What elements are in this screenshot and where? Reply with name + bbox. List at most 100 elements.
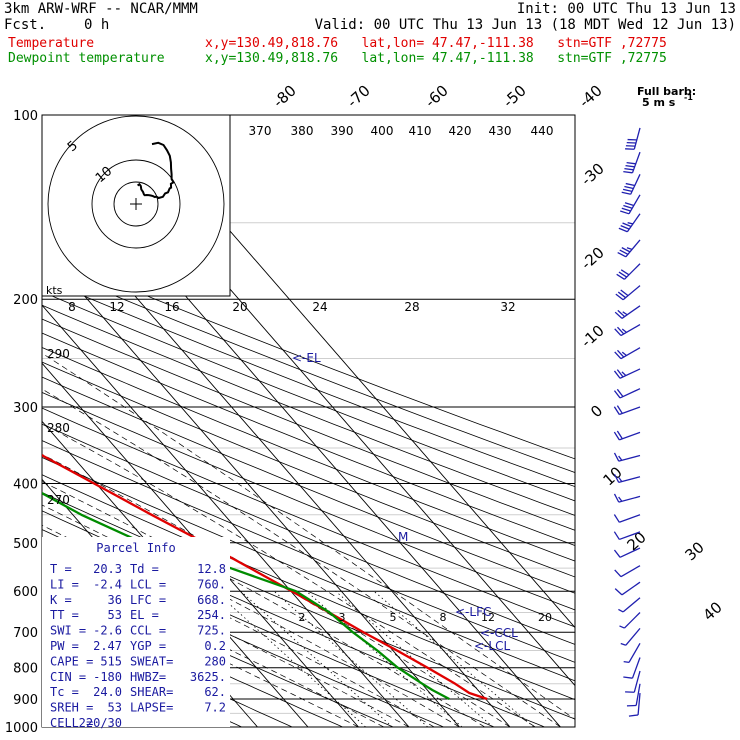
- parcel-param-value: 280: [204, 654, 226, 668]
- temperature-line: [42, 454, 488, 701]
- parcel-param-name: SWEAT=: [130, 654, 173, 668]
- pressure-tick-label: 500: [13, 537, 38, 552]
- parcel-param-name: LI =: [50, 577, 79, 591]
- isotherm-line: [42, 362, 359, 727]
- dry-adiabat: [42, 474, 575, 701]
- theta-e-label: 410: [409, 124, 432, 138]
- parcel-param-name: LAPSE=: [130, 701, 173, 715]
- wind-barb: [616, 263, 641, 280]
- mixing-ratio-line: [273, 590, 429, 727]
- dry-adiabat: [42, 568, 394, 727]
- isotherm-label: -50: [500, 81, 530, 111]
- speed-scale-label: 28: [404, 300, 419, 314]
- parcel-param-name: LFC =: [130, 593, 166, 607]
- level-annotation: M: [398, 530, 408, 544]
- dry-adiabat: [42, 391, 575, 611]
- pressure-tick-label: 400: [13, 477, 38, 492]
- parcel-param-name: SWI =: [50, 624, 86, 638]
- wind-barb: [613, 493, 641, 503]
- wind-barb: [613, 514, 641, 523]
- speed-scale-label: 16: [164, 300, 179, 314]
- parcel-info-title: Parcel Info: [96, 541, 175, 555]
- moist-adiabat: [42, 558, 384, 727]
- parcel-param-value: 220/30: [79, 716, 122, 730]
- wind-barb: [621, 174, 641, 195]
- isotherm-label: -10: [578, 321, 608, 351]
- parcel-param-value: 36: [108, 593, 122, 607]
- moist-adiabat: [42, 481, 485, 727]
- isotherm-label: -70: [344, 81, 374, 111]
- pressure-tick-label: 900: [13, 693, 38, 708]
- theta-e-label: 380: [291, 124, 314, 138]
- wind-barb: [623, 643, 641, 664]
- parcel-param-value: 725.: [197, 624, 226, 638]
- parcel-param-name: K =: [50, 593, 72, 607]
- wind-barb: [614, 565, 641, 578]
- forecast-label: Fcst.: [4, 17, 47, 33]
- wind-barb: [614, 323, 641, 337]
- wind-barb: [613, 430, 641, 441]
- level-annotation: <-LFC: [455, 605, 491, 619]
- dry-adiabat: [42, 278, 575, 488]
- parcel-param-name: SHEAR=: [130, 685, 173, 699]
- isotherm-label: -80: [270, 81, 300, 111]
- wind-barb: [623, 657, 641, 679]
- dry-adiabat: [42, 407, 575, 628]
- isotherm-label: -20: [578, 243, 608, 273]
- isotherm-label: 10: [600, 463, 626, 489]
- parcel-param-name: CIN =: [50, 670, 86, 684]
- parcel-param-value: 2.47: [93, 639, 122, 653]
- mixing-ratio-label: 5: [390, 611, 397, 624]
- wind-barb: [618, 213, 641, 233]
- wind-barb: [626, 683, 641, 707]
- wind-barb: [619, 612, 641, 629]
- forecast-hour: 0 h: [84, 17, 110, 33]
- wind-barb: [613, 388, 641, 399]
- mixing-ratio-label: 12: [481, 611, 495, 624]
- level-annotation: <-CCL: [480, 626, 518, 640]
- wind-barb: [618, 597, 641, 613]
- mixing-ratio-line: [306, 590, 463, 727]
- dry-adiabat: [42, 291, 575, 502]
- parcel-param-value: 7.2: [204, 701, 226, 715]
- theta-e-label: 430: [489, 124, 512, 138]
- wind-barb: [615, 285, 641, 301]
- dry-adiabat: [42, 361, 575, 578]
- wind-barb: [617, 239, 641, 258]
- parcel-param-value: 53: [108, 608, 122, 622]
- wind-barb: [620, 194, 641, 215]
- parcel-info-box: [42, 537, 230, 727]
- dewpoint-legend: Dewpoint temperature: [8, 51, 165, 66]
- parcel-param-value: -180: [93, 670, 122, 684]
- wind-barb: [613, 452, 641, 462]
- pressure-tick-label: 700: [13, 626, 38, 641]
- isotherm-label: -40: [576, 81, 606, 111]
- dewpoint-location: x,y=130.49,818.76 lat,lon= 47.47,-111.38…: [205, 51, 667, 66]
- theta-e-label: 420: [449, 124, 472, 138]
- dry-adiabat: [42, 252, 575, 460]
- isotherm-label: 40: [700, 598, 726, 624]
- theta-e-label: 400: [371, 124, 394, 138]
- dry-adiabat: [42, 423, 575, 645]
- pressure-tick-label: 600: [13, 585, 38, 600]
- parcel-param-value: -2.4: [93, 577, 122, 591]
- dry-adiabat: [42, 440, 575, 663]
- wind-barb: [613, 531, 641, 541]
- isotherm-label: -60: [422, 81, 452, 111]
- dry-adiabat: [42, 318, 575, 531]
- mixing-ratio-label: 2: [299, 611, 306, 624]
- dry-adiabat: [42, 588, 343, 727]
- theta-label: 290: [47, 347, 70, 361]
- dry-adiabat: [42, 332, 575, 546]
- parcel-param-value: 24.0: [93, 685, 122, 699]
- parcel-param-value: 3625.: [190, 670, 226, 684]
- isotherm-line: [42, 304, 410, 727]
- moist-adiabat: [42, 352, 575, 720]
- parcel-param-value: 20.3: [93, 562, 122, 576]
- mixing-ratio-line: [240, 590, 393, 727]
- pressure-tick-label: 1000: [5, 721, 38, 736]
- wind-barb: [614, 347, 641, 360]
- parcel-param-value: 12.8: [197, 562, 226, 576]
- temperature-legend: Temperature: [8, 36, 95, 51]
- parcel-param-name: CAPE =: [50, 654, 93, 668]
